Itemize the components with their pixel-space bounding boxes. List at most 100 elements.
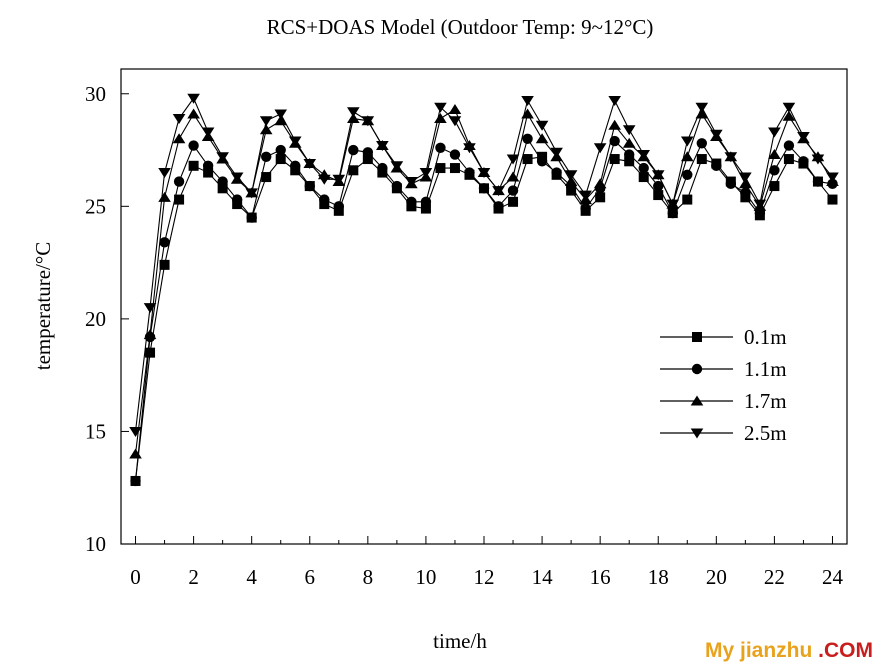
data-point [580, 203, 591, 214]
data-point [492, 186, 505, 197]
data-point [449, 149, 461, 160]
data-point [376, 141, 389, 152]
legend-label: 0.1m [744, 325, 787, 349]
data-point [493, 201, 504, 212]
x-tick-label: 14 [532, 565, 554, 589]
data-point [769, 165, 780, 176]
x-tick-label: 12 [474, 565, 495, 589]
data-point [638, 162, 649, 174]
data-point [551, 167, 562, 178]
legend-label: 1.7m [744, 389, 787, 413]
data-point [724, 152, 738, 163]
data-point [172, 133, 186, 144]
data-point [507, 185, 519, 196]
x-tick-label: 16 [590, 565, 611, 589]
data-point [680, 136, 694, 147]
data-point [608, 119, 621, 130]
data-point [739, 178, 752, 189]
data-point [303, 159, 317, 170]
series-line [134, 97, 833, 432]
watermark-part2: jianzhu [739, 639, 813, 662]
data-point [739, 172, 752, 183]
data-point [434, 102, 447, 113]
data-point [261, 172, 272, 183]
data-point [275, 144, 286, 156]
data-point [159, 259, 170, 270]
x-tick-label: 10 [415, 565, 436, 589]
data-point [812, 176, 824, 187]
data-point [782, 102, 796, 113]
data-point [216, 152, 229, 163]
data-point [653, 180, 664, 192]
data-point [682, 194, 693, 205]
y-tick-label: 30 [85, 82, 106, 106]
data-point [506, 171, 520, 182]
data-point [811, 154, 825, 165]
data-point [753, 199, 767, 210]
data-point [304, 180, 315, 192]
data-point [797, 132, 810, 143]
y-tick-label: 15 [85, 419, 106, 443]
data-point [506, 154, 520, 165]
legend-label: 2.5m [744, 421, 787, 445]
data-point [783, 140, 795, 151]
data-point [769, 181, 780, 192]
data-point [158, 168, 171, 179]
data-point [579, 190, 592, 201]
data-point [217, 176, 228, 187]
data-point [143, 303, 157, 314]
data-point [259, 116, 273, 127]
data-point [274, 109, 288, 120]
data-point [145, 347, 156, 358]
data-point [463, 143, 476, 154]
y-tick-label: 20 [85, 307, 106, 331]
y-axis-label: temperature/°C [31, 242, 55, 371]
data-point [274, 115, 288, 126]
data-point [826, 172, 839, 183]
data-point [231, 194, 243, 205]
data-point [377, 162, 388, 174]
data-point [651, 170, 665, 181]
data-point [174, 194, 185, 205]
data-point [435, 142, 446, 153]
data-point [593, 178, 607, 189]
data-point [203, 167, 214, 178]
legend-marker [692, 332, 702, 342]
data-point [347, 113, 360, 124]
data-point [783, 154, 794, 165]
watermark: My jianzhu .COM [705, 639, 873, 663]
data-point [667, 207, 678, 219]
data-point [420, 203, 431, 214]
legend-item: 0.1m [660, 325, 787, 349]
data-point [593, 143, 607, 154]
data-point [508, 196, 519, 207]
data-point [259, 124, 273, 135]
data-point [435, 163, 446, 174]
legend-marker [690, 428, 704, 439]
data-point [317, 174, 331, 185]
data-point [680, 151, 694, 162]
watermark-part1: My [704, 639, 735, 662]
data-point [288, 136, 302, 147]
data-point [710, 129, 723, 140]
data-point [362, 147, 374, 158]
data-point [535, 120, 549, 131]
data-point [187, 108, 200, 119]
data-point [782, 110, 796, 121]
data-point [188, 140, 199, 151]
legend-item: 2.5m [660, 421, 787, 445]
data-point [637, 150, 651, 161]
y-tick-label: 25 [85, 194, 106, 218]
data-point [711, 160, 722, 172]
data-point [333, 201, 344, 212]
watermark-part3: .COM [818, 639, 873, 662]
data-point [725, 178, 737, 190]
x-tick-label: 4 [246, 565, 257, 589]
data-point [622, 125, 636, 136]
data-point [405, 177, 418, 188]
data-point [159, 237, 170, 248]
data-point [624, 149, 635, 160]
data-point [522, 133, 533, 144]
legend-item: 1.1m [660, 357, 787, 381]
data-point [419, 168, 433, 179]
